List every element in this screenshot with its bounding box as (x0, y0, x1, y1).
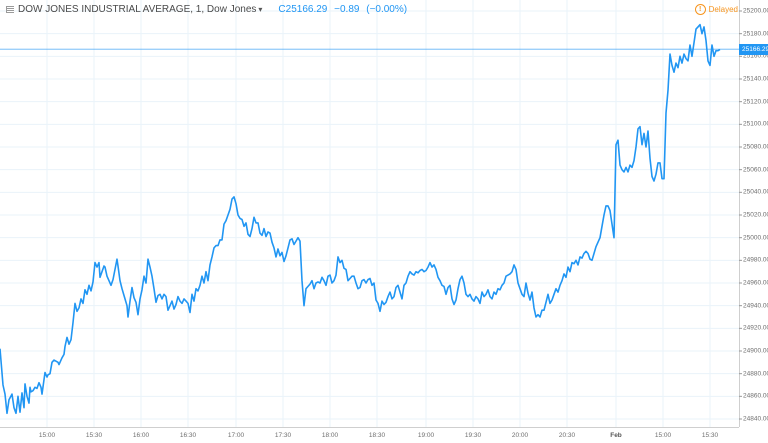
y-tick-label: 25000.00 (743, 234, 768, 242)
chart-legend[interactable]: DOW JONES INDUSTRIAL AVERAGE, 1, Dow Jon… (6, 4, 411, 15)
y-tick-label: 25060.00 (743, 166, 768, 174)
vertical-gridlines (46, 0, 711, 427)
y-tick-label: 25160.00 (743, 52, 768, 60)
price-line-series[interactable] (0, 23, 721, 415)
last-price-tag: 25166.29 (739, 43, 768, 55)
y-tick-label: 24880.00 (743, 370, 768, 378)
x-tick-label: 19:30 (464, 432, 482, 439)
x-tick-label: 19:00 (417, 432, 435, 439)
y-tick-label: 25100.00 (743, 120, 768, 128)
y-tick-label: 24980.00 (743, 256, 768, 264)
change-value: −0.89 (334, 4, 360, 15)
y-tick-label: 25140.00 (743, 75, 768, 83)
x-tick-label: Feb (610, 432, 622, 439)
y-tick-label: 25080.00 (743, 143, 768, 151)
x-tick-label: 20:00 (511, 432, 529, 439)
y-tick-label: 24940.00 (743, 302, 768, 310)
y-tick-label: 24960.00 (743, 279, 768, 287)
y-axis-tick-marks (739, 10, 742, 420)
x-tick-label: 18:30 (368, 432, 386, 439)
y-tick-label: 24860.00 (743, 392, 768, 400)
x-tick-label: 17:30 (274, 432, 292, 439)
ohlc-values: C25166.29 −0.89 (−0.00%) (278, 4, 411, 15)
x-tick-label: 20:30 (558, 432, 576, 439)
bar-symbol-icon (6, 6, 14, 13)
symbol-title[interactable]: DOW JONES INDUSTRIAL AVERAGE, 1, Dow Jon… (18, 4, 257, 15)
x-tick-label: 16:00 (132, 432, 150, 439)
clock-alert-icon: ! (694, 4, 706, 15)
x-tick-label: 15:30 (701, 432, 719, 439)
y-tick-label: 24920.00 (743, 324, 768, 332)
y-tick-label: 25200.00 (743, 7, 768, 15)
delayed-status[interactable]: ! Delayed (694, 4, 738, 15)
y-tick-label: 24900.00 (743, 347, 768, 355)
change-percent: (−0.00%) (366, 4, 408, 15)
delayed-label: Delayed (708, 5, 738, 14)
x-tick-label: 16:30 (179, 432, 197, 439)
close-value: C25166.29 (278, 4, 328, 15)
y-tick-label: 25040.00 (743, 188, 768, 196)
y-tick-label: 24840.00 (743, 415, 768, 423)
x-tick-label: 15:00 (38, 432, 56, 439)
x-tick-label: 18:00 (321, 432, 339, 439)
chevron-down-icon[interactable]: ▾ (258, 5, 263, 14)
y-tick-label: 25180.00 (743, 30, 768, 38)
x-tick-label: 15:30 (85, 432, 103, 439)
x-tick-label: 17:00 (227, 432, 245, 439)
horizontal-gridlines (0, 10, 739, 420)
y-tick-label: 25120.00 (743, 98, 768, 106)
x-tick-label: 15:00 (654, 432, 672, 439)
y-tick-label: 25020.00 (743, 211, 768, 219)
